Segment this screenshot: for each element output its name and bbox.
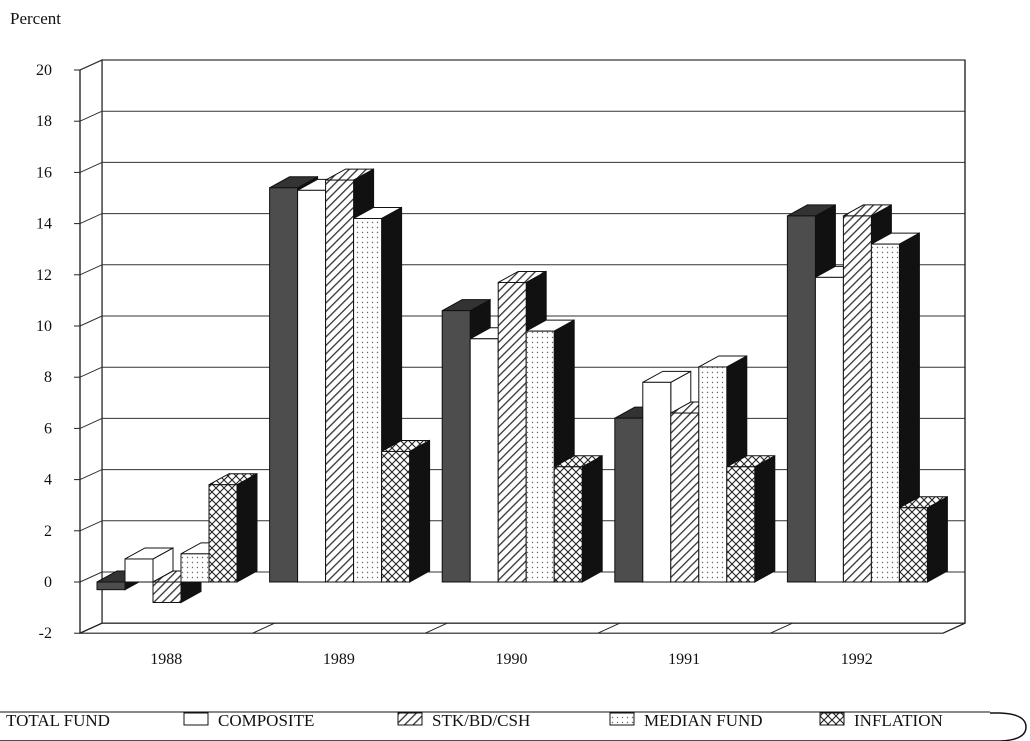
bar-side (409, 439, 431, 583)
bar-side (581, 454, 603, 583)
bar (726, 454, 776, 583)
bar-front (670, 412, 700, 583)
legend-item: COMPOSITE (183, 711, 314, 730)
x-tick-label: 1988 (150, 651, 182, 668)
bar (208, 472, 258, 583)
legend-label: STK/BD/CSH (432, 711, 530, 730)
gridline-side (79, 366, 103, 378)
y-tick-label: 12 (36, 267, 52, 284)
y-tick-label: 14 (36, 216, 52, 233)
x-tick-label: 1992 (841, 651, 873, 668)
bar (124, 547, 174, 583)
bar-front (842, 215, 872, 583)
y-tick-label: 16 (36, 164, 52, 181)
x-band-divider (770, 622, 793, 634)
legend-swatch (819, 712, 845, 726)
gridline-side (79, 571, 103, 583)
legend-label: MEDIAN FUND (644, 711, 763, 730)
x-band-divider (252, 622, 275, 634)
bar (870, 232, 920, 583)
bar-front (469, 338, 499, 583)
bar-front (898, 507, 928, 583)
y-tick-label: 20 (36, 62, 52, 79)
y-tick-label: 10 (36, 318, 52, 335)
bar-front (870, 243, 900, 583)
gridline-side (79, 59, 103, 71)
bar-front (786, 215, 816, 583)
y-tick-label: 18 (36, 113, 52, 130)
bar-front (208, 484, 238, 583)
x-tick-label: 1990 (496, 651, 528, 668)
y-tick-label: 8 (44, 369, 52, 386)
bar-side (754, 454, 776, 583)
gridline-side (79, 110, 103, 122)
y-tick-label: 0 (44, 574, 52, 591)
legend-item: TOTAL FUND (6, 711, 110, 730)
x-tick-label: 1991 (668, 651, 700, 668)
gridline-side (79, 469, 103, 481)
bar-side (236, 472, 258, 583)
bar-front (614, 417, 644, 583)
legend-item: INFLATION (819, 711, 943, 730)
legend-border (0, 712, 1027, 741)
x-band-divider (597, 622, 621, 634)
legend-swatch (183, 712, 209, 726)
bar-front (325, 179, 355, 583)
bar-front (642, 381, 672, 583)
x-band-divider (79, 622, 103, 634)
bar-side (926, 495, 948, 583)
bar (898, 495, 948, 583)
gridline-side (79, 315, 103, 327)
y-axis-title: Percent (10, 9, 61, 28)
y-tick-label: -2 (39, 625, 52, 642)
bar-front (698, 366, 728, 583)
gridline-side (79, 161, 103, 173)
bar-front (180, 553, 210, 583)
bar-front (353, 217, 383, 583)
legend-item: MEDIAN FUND (609, 711, 763, 730)
bar-front (269, 187, 299, 583)
x-band-divider (942, 622, 966, 634)
bar-front (441, 310, 471, 583)
y-tick-label: 4 (44, 472, 52, 489)
legend-item: STK/BD/CSH (397, 711, 530, 730)
legend-swatch (397, 712, 423, 726)
legend: TOTAL FUND COMPOSITE STK/BD/CSH MEDIAN FUND… (0, 711, 1027, 741)
bar-front (381, 450, 411, 583)
floor (79, 622, 966, 634)
x-tick-label: 1989 (323, 651, 355, 668)
x-band-divider (424, 622, 448, 634)
y-tick-label: 6 (44, 420, 52, 437)
gridline-side (79, 213, 103, 225)
gridline-side (79, 417, 103, 429)
left-wall (79, 59, 103, 635)
bar-front (726, 466, 756, 583)
legend-label: TOTAL FUND (6, 711, 110, 730)
bar-front (497, 281, 527, 583)
y-tick-label: 2 (44, 523, 52, 540)
bar (553, 454, 603, 583)
bar-front (96, 581, 126, 591)
bars (96, 168, 948, 604)
bar-front (152, 581, 182, 603)
bar-front (814, 276, 844, 583)
bar-front (124, 558, 154, 583)
bar-front (553, 466, 583, 583)
gridline-side (79, 520, 103, 532)
bar-front (525, 330, 555, 583)
gridline-side (79, 264, 103, 276)
legend-swatch (609, 712, 635, 726)
legend-label: COMPOSITE (218, 711, 314, 730)
axes: -2 0 2 4 6 8 10 12 14 16 18 20 1988 1989 1990 1991 1992 (36, 62, 966, 668)
bar-front (297, 189, 327, 583)
legend-label: INFLATION (854, 711, 943, 730)
bar (381, 439, 431, 583)
